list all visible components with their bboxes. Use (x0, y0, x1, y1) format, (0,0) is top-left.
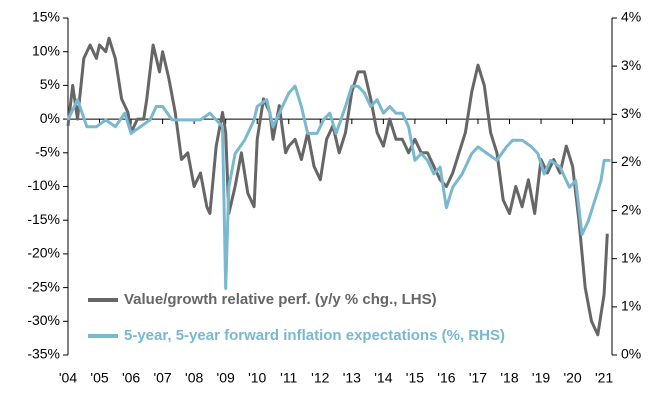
y-tick-label: -35% (27, 346, 60, 362)
x-tick-label: '19 (532, 370, 550, 386)
y-tick-label: 5% (40, 76, 60, 92)
y2-tick-label: 1% (621, 298, 641, 314)
y-tick-label: 0% (40, 110, 60, 126)
series-line (66, 36, 609, 337)
y2-tick-label: 2% (621, 153, 641, 169)
y-tick-label: 10% (32, 42, 60, 58)
x-tick-label: '06 (122, 370, 140, 386)
x-tick-label: '11 (280, 370, 297, 386)
x-tick-label: '07 (153, 370, 171, 386)
legend-label: 5-year, 5-year forward inflation expecta… (124, 327, 505, 344)
y2-tick-label: 0% (621, 346, 641, 362)
y2-tick-label: 1% (621, 249, 641, 265)
legend-label: Value/growth relative perf. (y/y % chg.,… (124, 291, 437, 308)
y-tick-label: -20% (27, 245, 60, 261)
y-tick-label: -25% (27, 278, 60, 294)
y-tick-label: -30% (27, 312, 60, 328)
x-tick-label: '18 (500, 370, 518, 386)
x-tick-label: '12 (311, 370, 329, 386)
y2-tick-label: 3% (621, 57, 641, 73)
y-tick-label: -15% (27, 211, 60, 227)
x-tick-label: '15 (406, 370, 424, 386)
y-tick-label: 15% (32, 9, 60, 25)
y2-tick-label: 4% (621, 9, 641, 25)
x-tick-label: '10 (248, 370, 266, 386)
x-tick-label: '17 (469, 370, 487, 386)
y-tick-label: -5% (35, 144, 60, 160)
x-tick-label: '05 (90, 370, 108, 386)
x-tick-label: '21 (595, 370, 613, 386)
y2-tick-label: 3% (621, 105, 641, 121)
x-tick-label: '13 (343, 370, 361, 386)
x-tick-label: '08 (185, 370, 203, 386)
x-tick-label: '04 (59, 370, 77, 386)
y2-tick-label: 2% (621, 201, 641, 217)
x-tick-label: '20 (563, 370, 581, 386)
series-line (66, 84, 611, 290)
x-tick-label: '16 (437, 370, 455, 386)
x-tick-label: '09 (217, 370, 235, 386)
y-tick-label: -10% (27, 177, 60, 193)
x-tick-label: '14 (374, 370, 392, 386)
